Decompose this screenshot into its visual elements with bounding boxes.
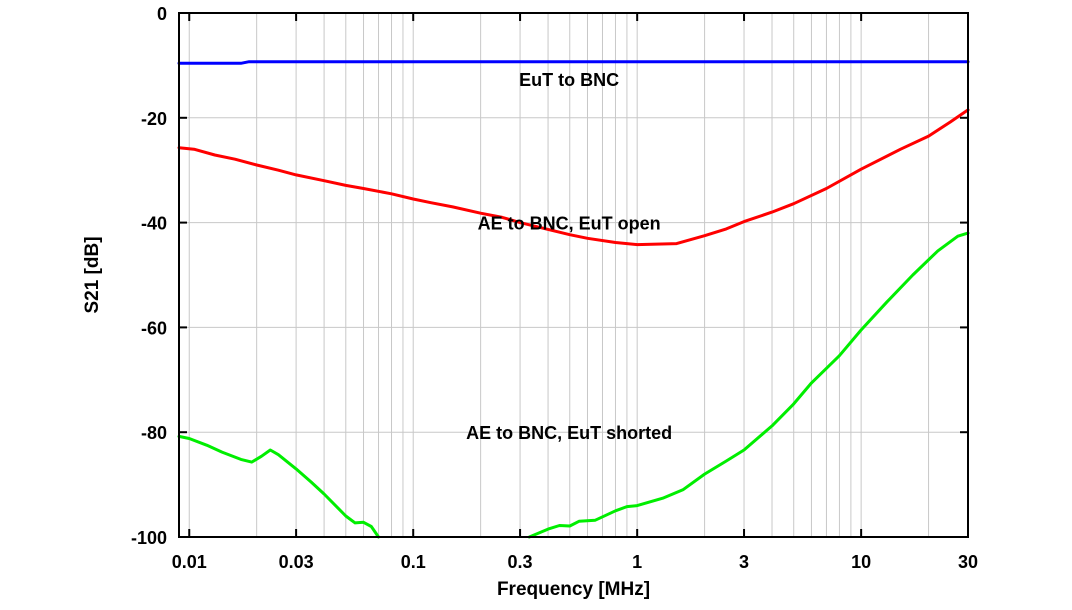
y-gridlines: [179, 12, 968, 538]
annotation-2: AE to BNC, EuT open: [478, 214, 661, 234]
series-line-3: [177, 434, 380, 539]
x-tick-label: 0.01: [172, 552, 207, 572]
annotation-3: AE to BNC, EuT shorted: [466, 423, 672, 443]
series-line-4: [527, 231, 970, 539]
series-line-1: [177, 60, 970, 65]
y-tick-labels: 0 -20 -40 -60 -80 -100: [131, 4, 968, 548]
plot-frame: [178, 12, 969, 538]
x-tick-label: 0.03: [279, 552, 314, 572]
y-tick-label: -40: [141, 214, 167, 234]
x-tick-label: 3: [739, 552, 749, 572]
x-tick-label: 1: [632, 552, 642, 572]
y-tick-label: -60: [141, 318, 167, 338]
x-tick-labels: 0.01 0.03 0.1 0.3 1 3 10 30: [172, 13, 978, 572]
x-tick-label: 0.3: [508, 552, 533, 572]
y-tick-label: -20: [141, 109, 167, 129]
x-axis-label: Frequency [MHz]: [497, 579, 650, 600]
y-tick-label: 0: [157, 4, 167, 24]
x-tick-label: 30: [958, 552, 978, 572]
series-line-2: [177, 108, 970, 247]
annotations: EuT to BNC AE to BNC, EuT open AE to BNC, …: [466, 70, 672, 443]
y-tick-label: -100: [131, 528, 167, 548]
x-gridlines: [178, 13, 969, 537]
x-tick-label: 0.1: [401, 552, 426, 572]
y-tick-label: -80: [141, 423, 167, 443]
series-lines: [177, 60, 970, 539]
y-axis-label: S21 [dB]: [82, 236, 103, 313]
x-tick-label: 10: [851, 552, 871, 572]
annotation-1: EuT to BNC: [519, 70, 619, 90]
